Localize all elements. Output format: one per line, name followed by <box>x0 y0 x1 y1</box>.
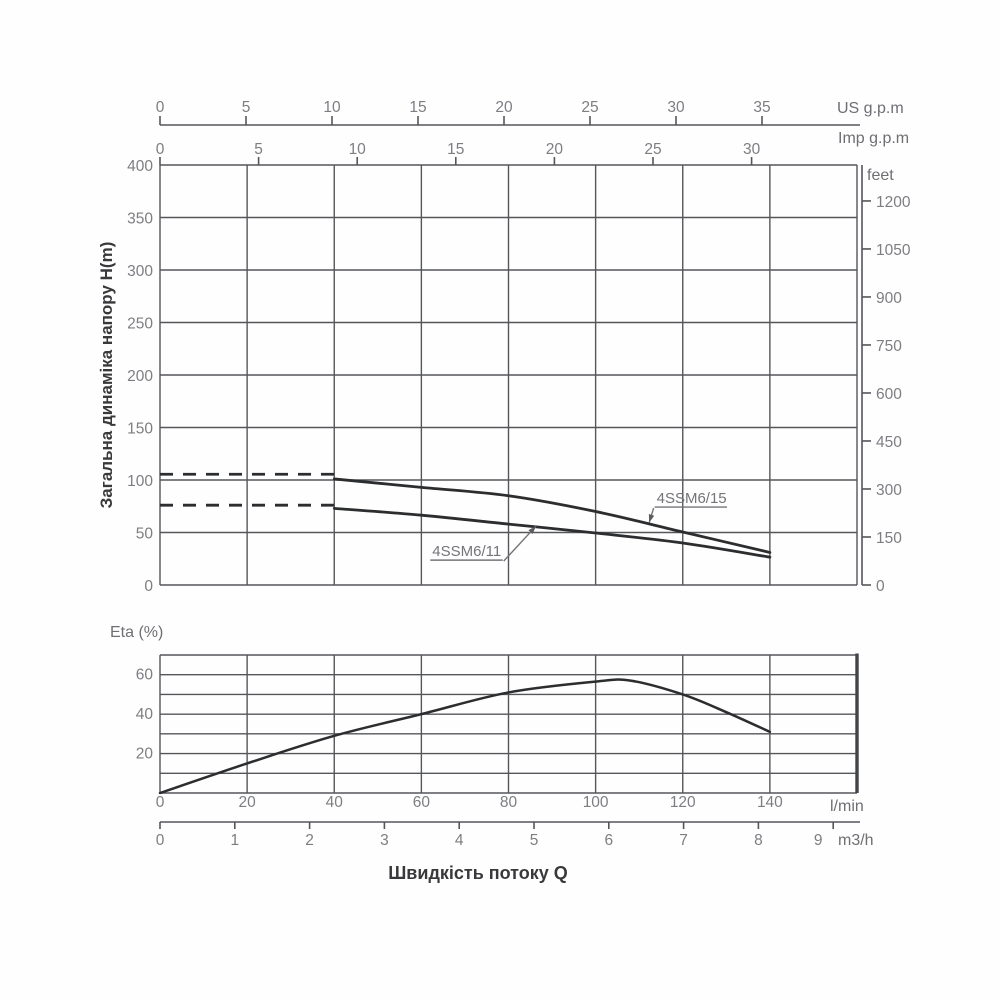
head-y-tick-label: 350 <box>127 211 153 228</box>
feet-tick-label: 600 <box>876 386 902 403</box>
head-y-tick-label: 50 <box>136 526 154 543</box>
us-gpm-tick-label: 0 <box>156 99 165 116</box>
eta-axis-title: Eta (%) <box>110 624 163 641</box>
lmin-tick-label: 20 <box>239 794 257 811</box>
us-gpm-tick-label: 35 <box>753 99 770 116</box>
head-y-tick-label: 100 <box>127 473 153 490</box>
imp-gpm-tick-label: 30 <box>743 141 761 158</box>
curve-eta <box>158 678 772 795</box>
m3h-tick-label: 9 <box>814 832 823 849</box>
us-gpm-axis-label: US g.p.m <box>837 100 904 117</box>
head-y-tick-label: 150 <box>127 421 153 438</box>
efficiency-chart: 60 40 20 Eta (%) 0 20 40 60 80 100 120 140 l/min 0 1 2 3… <box>110 624 874 883</box>
imp-gpm-tick-label: 25 <box>644 141 661 158</box>
m3h-tick-label: 0 <box>156 832 165 849</box>
us-gpm-tick-label: 30 <box>667 99 685 116</box>
m3h-tick-label: 7 <box>679 832 688 849</box>
eta-y-tick-label: 20 <box>136 746 154 763</box>
lmin-tick-label: 80 <box>500 794 518 811</box>
feet-tick-label: 300 <box>876 482 902 499</box>
curve-4ssm6-15 <box>332 477 772 554</box>
imp-gpm-tick-label: 5 <box>254 141 263 158</box>
lmin-tick-label: 100 <box>583 794 609 811</box>
m3h-tick-label: 8 <box>754 832 763 849</box>
us-gpm-tick-label: 25 <box>581 99 598 116</box>
annotation-label-4ssm6-11: 4SSM6/11 <box>432 543 501 560</box>
m3h-tick-label: 6 <box>604 832 613 849</box>
feet-tick-label: 150 <box>876 530 902 547</box>
m3h-tick-label: 5 <box>530 832 539 849</box>
head-y-tick-label: 250 <box>127 316 153 333</box>
m3h-tick-label: 4 <box>455 832 464 849</box>
feet-tick-label: 900 <box>876 290 902 307</box>
lmin-tick-label: 40 <box>326 794 344 811</box>
feet-tick-label: 0 <box>876 578 885 595</box>
feet-axis-label: feet <box>867 167 894 184</box>
eta-y-tick-label: 60 <box>136 667 154 684</box>
imp-gpm-axis-label: Imp g.p.m <box>838 130 909 147</box>
lmin-tick-label: 120 <box>670 794 696 811</box>
imp-gpm-tick-label: 0 <box>156 141 165 158</box>
m3h-axis-label: m3/h <box>838 832 874 849</box>
head-y-axis-title: Загальна динаміка напору H(m) <box>97 242 116 509</box>
lmin-tick-label: 60 <box>413 794 431 811</box>
m3h-tick-label: 2 <box>305 832 314 849</box>
feet-tick-label: 1200 <box>876 194 911 211</box>
lmin-tick-label: 140 <box>757 794 783 811</box>
annotation-label-4ssm6-15: 4SSM6/15 <box>657 490 727 507</box>
m3h-tick-label: 3 <box>380 832 389 849</box>
head-y-tick-label: 400 <box>127 158 153 175</box>
eta-y-tick-label: 40 <box>136 706 154 723</box>
curve-4ssm6-11 <box>332 506 772 559</box>
us-gpm-tick-label: 10 <box>323 99 341 116</box>
imp-gpm-tick-label: 15 <box>447 141 464 158</box>
head-y-tick-label: 200 <box>127 368 153 385</box>
lmin-axis-label: l/min <box>830 798 864 815</box>
us-gpm-tick-label: 15 <box>409 99 426 116</box>
imp-gpm-tick-label: 10 <box>349 141 367 158</box>
annotation-arrowhead <box>528 526 536 534</box>
lmin-tick-label: 0 <box>156 794 165 811</box>
imp-gpm-tick-label: 20 <box>546 141 564 158</box>
head-y-tick-label: 0 <box>144 578 153 595</box>
m3h-tick-label: 1 <box>230 832 239 849</box>
feet-tick-label: 450 <box>876 434 902 451</box>
feet-tick-label: 750 <box>876 338 902 355</box>
us-gpm-tick-label: 20 <box>495 99 513 116</box>
head-y-tick-label: 300 <box>127 263 153 280</box>
us-gpm-tick-label: 5 <box>242 99 251 116</box>
flow-axis-title: Швидкість потоку Q <box>388 863 568 883</box>
annotation-arrowhead <box>648 514 655 523</box>
feet-tick-label: 1050 <box>876 242 911 259</box>
